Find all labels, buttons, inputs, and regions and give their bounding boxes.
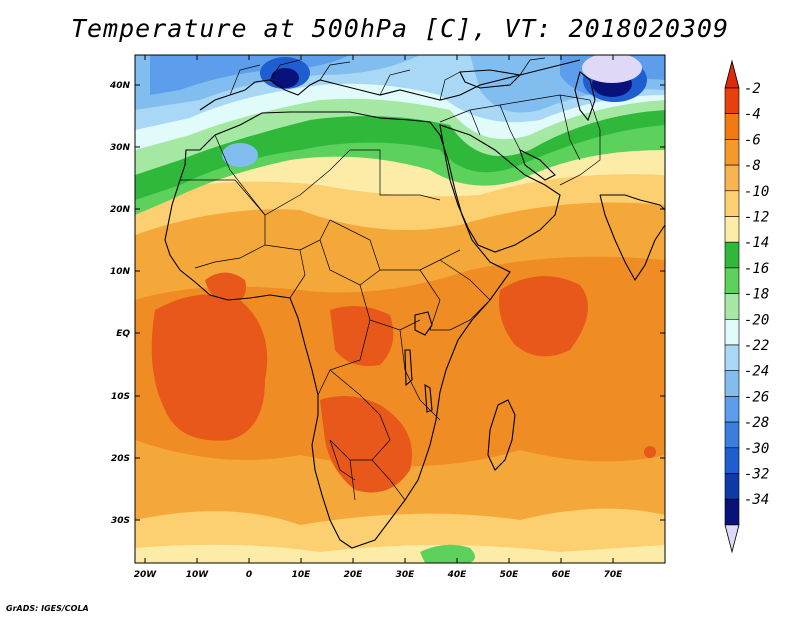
colorbar-swatch (724, 396, 740, 423)
borders-south (329, 439, 406, 501)
lake-tanganyika (404, 349, 413, 387)
black-sea (459, 69, 522, 89)
lat-label: EQ (116, 329, 130, 339)
colorbar-swatch (724, 344, 740, 372)
lon-label: 10E (292, 570, 312, 580)
borders-east (419, 259, 491, 331)
colorbar-label: -4 (744, 107, 761, 123)
lon-label: 30E (396, 570, 416, 580)
lat-label: 10S (111, 392, 130, 402)
colorbar-label: -12 (744, 210, 769, 226)
madagascar-coastline (487, 399, 516, 471)
colorbar-label: -26 (744, 389, 769, 405)
colorbar-label: -20 (744, 312, 769, 328)
field-hot-atlantic (151, 294, 268, 441)
field-blue-morocco (222, 143, 258, 167)
colorbar-swatch (724, 421, 740, 449)
field-hot-indian (499, 276, 588, 357)
colorbar-swatch (724, 498, 740, 526)
colorbar-label: -2 (744, 81, 761, 97)
lat-label: 30S (111, 516, 130, 526)
field-hot-congo (330, 306, 394, 366)
colorbar-swatch (724, 216, 740, 243)
lat-label: 20S (111, 454, 130, 464)
lon-label: 10W (186, 570, 210, 580)
lon-label: 60E (552, 570, 572, 580)
coastlines (164, 59, 665, 549)
lat-label: 40N (109, 81, 131, 91)
field-green-south (420, 544, 475, 563)
colorbar-label: -24 (744, 364, 769, 380)
colorbar-swatch (724, 139, 740, 166)
colorbar-swatch (724, 293, 740, 320)
temperature-field (135, 55, 665, 563)
field-hot-mascarene (644, 446, 656, 458)
colorbar-swatch (724, 447, 740, 474)
colorbar-swatch (724, 241, 740, 269)
colorbar-bottom-arrow (724, 524, 740, 554)
lake-victoria (414, 311, 433, 336)
borders-europe (229, 57, 546, 101)
india-coastline (599, 194, 665, 282)
persian-gulf (519, 148, 556, 181)
lon-label: 50E (500, 570, 520, 580)
lat-label: 10N (110, 267, 131, 277)
colorbar-top-arrow (724, 59, 740, 89)
colorbar-swatch (724, 190, 740, 217)
colorbar-label: -16 (744, 261, 769, 277)
lake-malawi (424, 383, 433, 413)
colorbar-swatch (724, 113, 740, 140)
colorbar-label: -6 (744, 132, 761, 148)
latitude-labels: 40N 30N 20N 10N EQ 10S 20S 30S (109, 81, 131, 526)
colorbar-swatch (724, 267, 740, 294)
plot-frame (134, 54, 666, 564)
borders-middle-east (439, 94, 601, 186)
colorbar-label: -18 (744, 287, 769, 303)
colorbar-label: -10 (744, 184, 769, 200)
colorbar-swatch (724, 473, 740, 500)
credit-text: GrADS: IGES/COLA (6, 604, 89, 613)
field-hot-south-africa (320, 396, 412, 493)
lon-label: 70E (604, 570, 624, 580)
field-pale-south (135, 544, 665, 563)
colorbar-swatch (724, 318, 740, 346)
colorbar-swatch (724, 164, 740, 192)
colorbar-label: -30 (744, 441, 769, 457)
colorbar-label: -34 (744, 492, 769, 508)
arabia-coastline (439, 124, 561, 253)
colorbar-label: -14 (744, 235, 769, 251)
map-title: Temperature at 500hPa [C], VT: 201802030… (70, 14, 730, 43)
lat-label: 20N (110, 205, 131, 215)
field-navy-alps (271, 68, 299, 88)
colorbar-swatch (724, 87, 740, 115)
lat-label: 30N (110, 143, 131, 153)
field-lavender-caspian (582, 55, 642, 83)
lon-label: 40E (447, 570, 468, 580)
colorbar-label: -32 (744, 467, 769, 483)
country-borders (180, 57, 601, 501)
caspian-sea (574, 71, 596, 122)
colorbar-label: -22 (744, 338, 769, 354)
axis-ticks (135, 55, 665, 563)
colorbar-swatch (724, 370, 740, 397)
europe-coastline (199, 59, 581, 111)
colorbar-legend: -2 -4 -6 -8 -10 -12 -14 -16 -18 -20 -22 -24 -26 -28 -3… (724, 59, 769, 554)
lon-label: 20E (344, 570, 364, 580)
lon-label: 0 (246, 570, 252, 580)
lon-label: 20W (134, 570, 158, 580)
longitude-labels: 20W 10W 0 10E 20E 30E 40E 50E 60E 70E (134, 570, 623, 580)
borders-west-africa (180, 179, 331, 299)
borders-sahara (214, 134, 441, 216)
colorbar-label: -28 (744, 415, 769, 431)
borders-central (317, 219, 461, 461)
colorbar-label: -8 (744, 158, 761, 174)
